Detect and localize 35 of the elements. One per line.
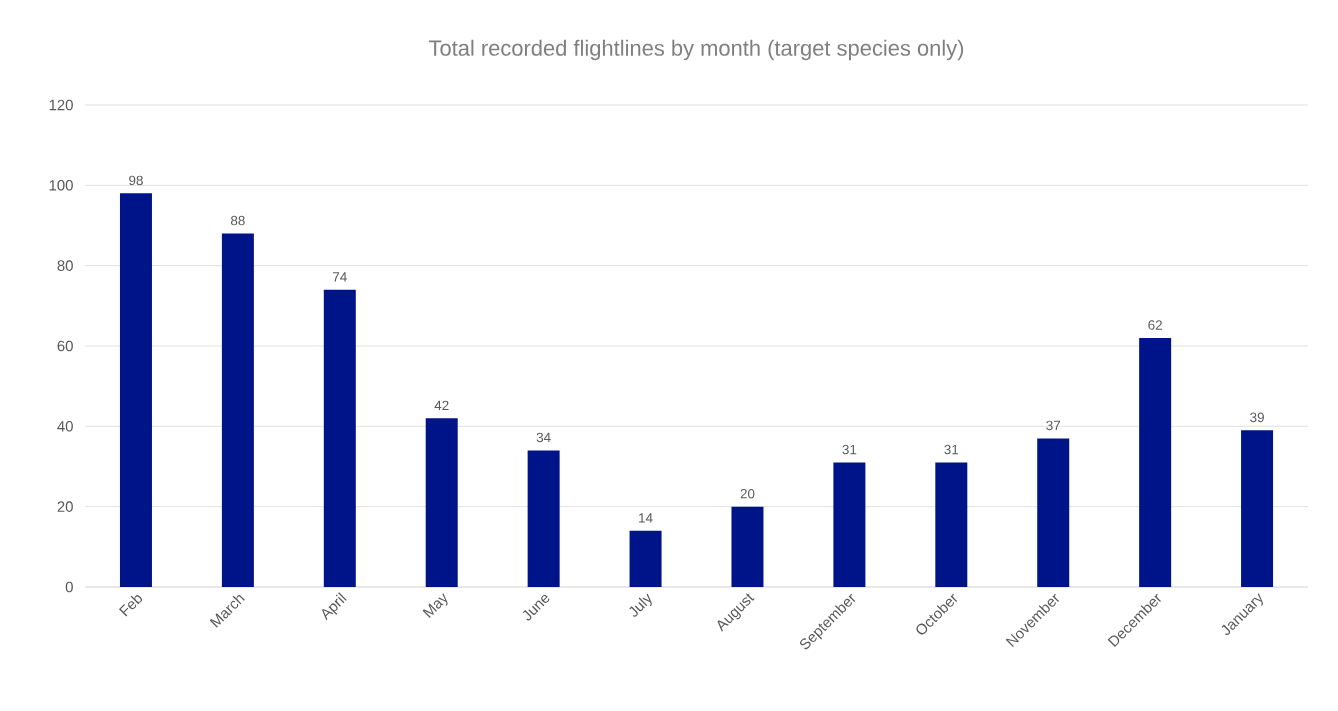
bar [833, 462, 866, 587]
data-label: 34 [536, 432, 551, 443]
y-tick-label: 0 [65, 581, 73, 593]
bar [1139, 337, 1172, 587]
data-label: 31 [944, 444, 959, 455]
data-label: 39 [1250, 412, 1264, 423]
bar [425, 418, 458, 587]
data-label: 98 [129, 175, 143, 186]
x-tick-label: July [629, 593, 652, 617]
data-label: 74 [333, 272, 347, 282]
x-tick-label: May [422, 593, 448, 618]
y-tick-label: 60 [57, 340, 73, 352]
bar [731, 506, 764, 587]
bar [629, 530, 662, 587]
bar [221, 233, 254, 587]
data-label: 42 [434, 400, 449, 411]
y-tick-label: 80 [57, 260, 73, 271]
bar [527, 450, 560, 587]
y-tick-label: 120 [49, 99, 73, 111]
bar [935, 462, 968, 587]
y-tick-label: 40 [57, 421, 73, 432]
bar [119, 193, 152, 587]
data-label: 14 [639, 513, 653, 523]
data-label: 62 [1148, 320, 1162, 330]
y-tick-label: 100 [49, 180, 73, 191]
bar [1241, 430, 1274, 587]
y-tick-label: 20 [57, 501, 73, 512]
data-label: 88 [230, 215, 245, 226]
data-label: 20 [740, 488, 755, 499]
chart-title: Total recorded flightlines by month (target species only) [429, 39, 964, 61]
data-label: 37 [1046, 420, 1061, 431]
x-tick-label: Feb [119, 595, 143, 617]
bar [323, 289, 356, 587]
data-label: 31 [842, 444, 857, 455]
bar [1037, 438, 1070, 587]
